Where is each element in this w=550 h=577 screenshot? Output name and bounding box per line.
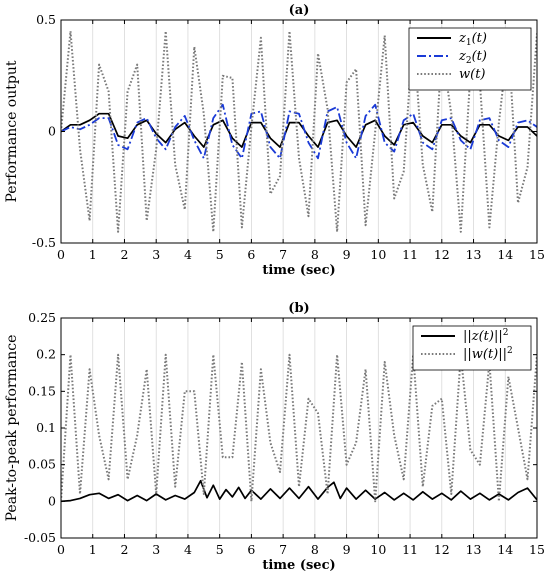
x-tick-label: 5 [216, 542, 224, 557]
legend-label: ||z(t)||2 [463, 328, 508, 344]
legend-label: w(t) [459, 67, 486, 82]
x-tick-label: 12 [434, 247, 450, 262]
x-tick-label: 3 [152, 247, 160, 262]
y-tick-label: 0.15 [28, 383, 56, 398]
x-tick-label: 15 [529, 542, 545, 557]
x-tick-label: 7 [279, 542, 287, 557]
legend: ||z(t)||2 ||w(t)||2 [412, 325, 532, 371]
y-tick-label: 0.2 [36, 347, 56, 362]
y-tick-label: 0.5 [36, 12, 56, 27]
x-tick-label: 10 [370, 542, 386, 557]
x-tick-label: 8 [311, 542, 319, 557]
legend-label: z2(t) [458, 49, 487, 66]
series-line-1 [61, 479, 537, 503]
y-tick-label: 0 [48, 493, 56, 508]
x-tick-label: 15 [529, 247, 545, 262]
legend-label: ||w(t)||2 [463, 346, 513, 362]
x-tick-label: 2 [120, 542, 128, 557]
x-tick-label: 2 [120, 247, 128, 262]
x-tick-label: 11 [402, 247, 418, 262]
x-tick-label: 4 [184, 542, 192, 557]
chart-panel-a: 0 1 2 3 4 5 6 7 8 9 10 11 12 13 14 15-0.500.5(a)time (s… [4, 3, 545, 278]
y-tick-label: -0.5 [32, 235, 56, 250]
x-tick-label: 12 [434, 542, 450, 557]
chart-title: (b) [288, 301, 309, 316]
y-tick-label: 0.05 [28, 457, 56, 472]
x-tick-label: 1 [89, 247, 97, 262]
x-tick-label: 9 [343, 247, 351, 262]
y-tick-label: 0 [48, 124, 56, 139]
legend: z1(t)z2(t)w(t) [408, 27, 532, 91]
x-tick-label: 13 [466, 247, 482, 262]
series-line-3 [61, 30, 537, 233]
legend-label: z1(t) [458, 31, 487, 48]
x-tick-label: 4 [184, 247, 192, 262]
legend-box [412, 325, 532, 371]
y-axis-label: Performance output [4, 60, 20, 202]
x-tick-label: 9 [343, 542, 351, 557]
chart-title: (a) [289, 3, 310, 18]
x-tick-label: 13 [466, 542, 482, 557]
x-tick-label: 11 [402, 542, 418, 557]
chart-panel-b: 0 1 2 3 4 5 6 7 8 9 10 11 12 13 14 15-0.0500.050.10.150… [4, 301, 545, 573]
x-tick-label: 0 [57, 542, 65, 557]
x-tick-label: 1 [89, 542, 97, 557]
x-tick-label: 14 [497, 542, 513, 557]
x-tick-label: 5 [216, 247, 224, 262]
x-tick-label: 6 [247, 542, 255, 557]
y-tick-label: 0.25 [28, 310, 56, 325]
y-axis-label: Peak-to-peak performance [4, 335, 20, 522]
y-tick-label: 0.1 [36, 420, 56, 435]
x-tick-label: 3 [152, 542, 160, 557]
x-tick-label: 10 [370, 247, 386, 262]
x-tick-label: 8 [311, 247, 319, 262]
y-tick-label: -0.05 [24, 530, 56, 545]
x-tick-label: 0 [57, 247, 65, 262]
x-tick-label: 7 [279, 247, 287, 262]
series-line-2 [61, 353, 537, 503]
x-axis-label: time (sec) [262, 263, 335, 278]
x-tick-label: 14 [497, 247, 513, 262]
x-axis-label: time (sec) [262, 558, 335, 573]
x-tick-label: 6 [247, 247, 255, 262]
